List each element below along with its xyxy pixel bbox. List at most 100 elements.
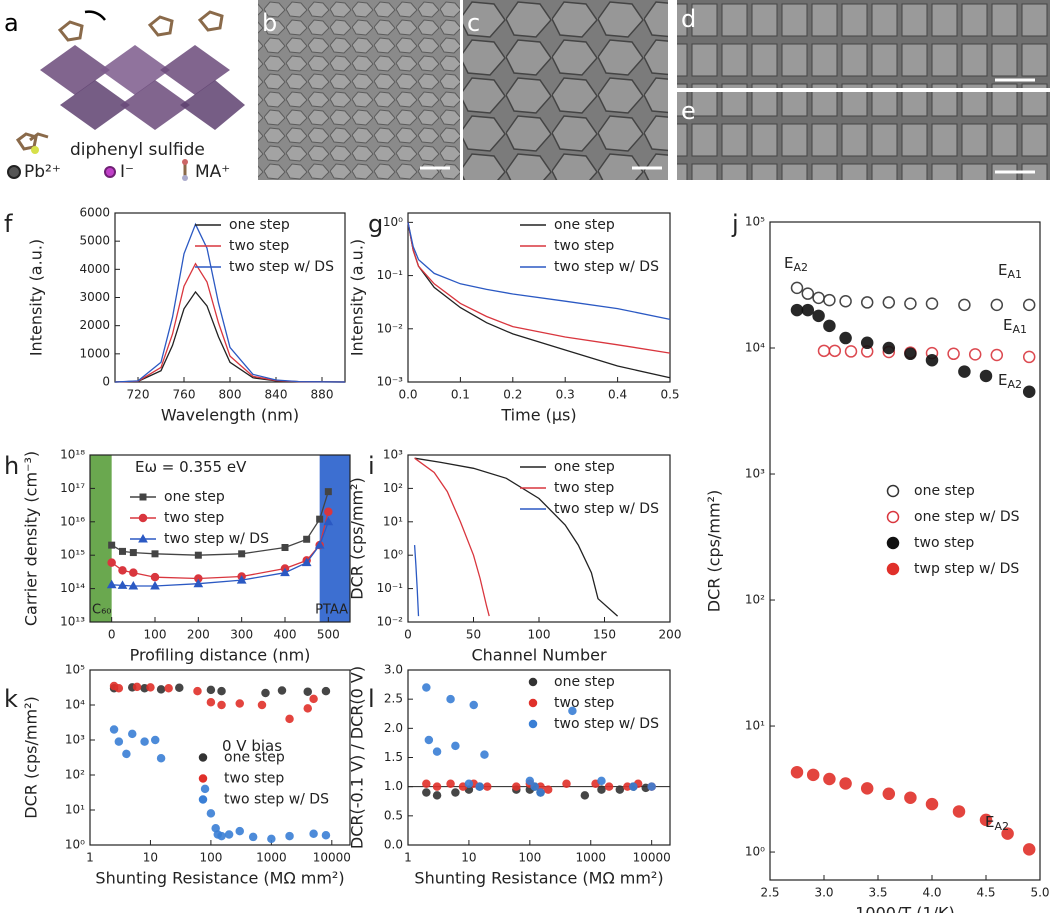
y-axis-label: Carrier density (cm⁻³) — [22, 451, 41, 626]
marker — [451, 788, 460, 797]
marker — [790, 303, 804, 317]
chart: 1 10 100 1000 10000 10⁰ 10¹ 10² 10³ 10⁴ 10⁵ Shuntin… — [4, 663, 351, 888]
marker — [990, 348, 1004, 362]
marker — [309, 694, 318, 704]
x-tick-label: 840 — [265, 388, 288, 402]
marker — [422, 779, 431, 788]
marker — [904, 347, 917, 361]
plot-frame — [89, 454, 351, 623]
marker — [108, 541, 116, 549]
chart: 0 50 100 150 200 10⁻² 10⁻¹ 10⁰ 10¹ 10² 10³ Channel … — [348, 448, 682, 665]
marker — [860, 296, 874, 309]
marker — [277, 686, 287, 695]
x-axis-label: Channel Number — [471, 646, 606, 665]
marker — [257, 700, 267, 710]
marker — [828, 344, 842, 358]
annotation-text: E — [985, 813, 994, 831]
marker — [860, 336, 874, 350]
y-axis-label: DCR(-0.1 V) / DCR(0 V) — [348, 666, 367, 849]
marker — [882, 296, 896, 309]
y-tick-label: 10⁴ — [65, 698, 85, 712]
annotation: EA2 — [985, 813, 1009, 834]
marker — [314, 540, 325, 549]
marker — [309, 829, 318, 838]
y-tick-label: 10⁵ — [65, 663, 85, 677]
ion-label: I⁻ — [120, 162, 134, 182]
marker — [528, 698, 538, 708]
marker — [303, 687, 312, 696]
y-axis-label: DCR (cps/mm²) — [22, 696, 41, 818]
chart: 720 760 800 840 880 0 1000 2000 3000 4000 5000 6000… — [4, 206, 346, 425]
panel-label: g — [368, 210, 383, 238]
marker — [156, 754, 166, 763]
marker — [200, 784, 210, 794]
marker — [198, 753, 208, 762]
marker — [801, 287, 815, 300]
y-tick-label: 3000 — [79, 290, 110, 304]
marker — [156, 685, 166, 694]
x-tick-label: 100 — [528, 628, 551, 642]
marker — [597, 776, 606, 786]
annotation-text: Eω = 0.355 eV — [135, 458, 247, 476]
y-tick-label: 2.0 — [384, 721, 403, 735]
marker — [303, 535, 311, 543]
x-tick-label: 10000 — [633, 851, 671, 865]
marker — [261, 688, 270, 698]
marker — [839, 777, 852, 790]
x-tick-label: 5.0 — [1030, 886, 1049, 900]
x-axis-label: 1000/T (1/K) — [855, 904, 955, 914]
y-tick-label: 10⁻² — [377, 615, 404, 629]
x-axis-label: Shunting Resistance (MΩ mm²) — [414, 869, 663, 888]
marker — [151, 550, 159, 558]
y-tick-label: 3.0 — [384, 663, 403, 677]
y-tick-label: 10⁰ — [383, 548, 403, 562]
annotation-text: E — [998, 261, 1007, 279]
marker — [882, 341, 896, 355]
panel-label: b — [262, 9, 277, 37]
marker — [979, 813, 993, 827]
legend-label: one step w/ DS — [914, 509, 1020, 525]
x-tick-label: 2.5 — [760, 886, 779, 900]
marker — [979, 369, 993, 383]
y-tick-label: 10¹⁷ — [60, 481, 85, 495]
annotation: 0 V bias — [222, 737, 282, 755]
marker — [285, 831, 294, 841]
x-tick-label: 1 — [404, 851, 412, 865]
y-tick-label: 0.0 — [384, 838, 403, 852]
marker — [604, 782, 614, 791]
panel-label: d — [681, 5, 696, 33]
legend-label: two step — [164, 510, 224, 526]
x-tick-label: 4.0 — [922, 886, 941, 900]
marker — [324, 507, 333, 516]
marker — [217, 700, 226, 710]
y-tick-label: 4000 — [79, 262, 110, 276]
marker — [432, 791, 442, 800]
marker — [947, 347, 960, 361]
marker — [952, 805, 966, 818]
series-line — [111, 491, 329, 556]
marker — [238, 550, 246, 558]
panel-label: c — [467, 9, 480, 37]
annotation: EA2 — [784, 254, 808, 275]
x-tick-label: 0.4 — [608, 388, 627, 402]
marker — [823, 319, 836, 333]
marker — [925, 297, 939, 310]
y-tick-label: 10⁰ — [745, 845, 765, 859]
panel-label: a — [4, 9, 19, 37]
marker — [615, 785, 625, 794]
marker — [224, 830, 234, 839]
marker — [140, 737, 149, 746]
annotation-text: 0 V bias — [222, 737, 282, 755]
y-tick-label: 10⁵ — [745, 215, 765, 229]
ion-label: Pb²⁺ — [24, 162, 61, 182]
marker — [990, 298, 1004, 312]
region — [90, 455, 112, 622]
marker — [138, 533, 148, 543]
series-line — [114, 222, 346, 383]
y-tick-label: 0 — [102, 375, 110, 389]
marker — [904, 791, 917, 804]
y-tick-label: 10¹⁴ — [60, 581, 85, 595]
y-tick-label: 10⁰ — [65, 838, 85, 852]
x-tick-label: 100 — [144, 628, 167, 642]
